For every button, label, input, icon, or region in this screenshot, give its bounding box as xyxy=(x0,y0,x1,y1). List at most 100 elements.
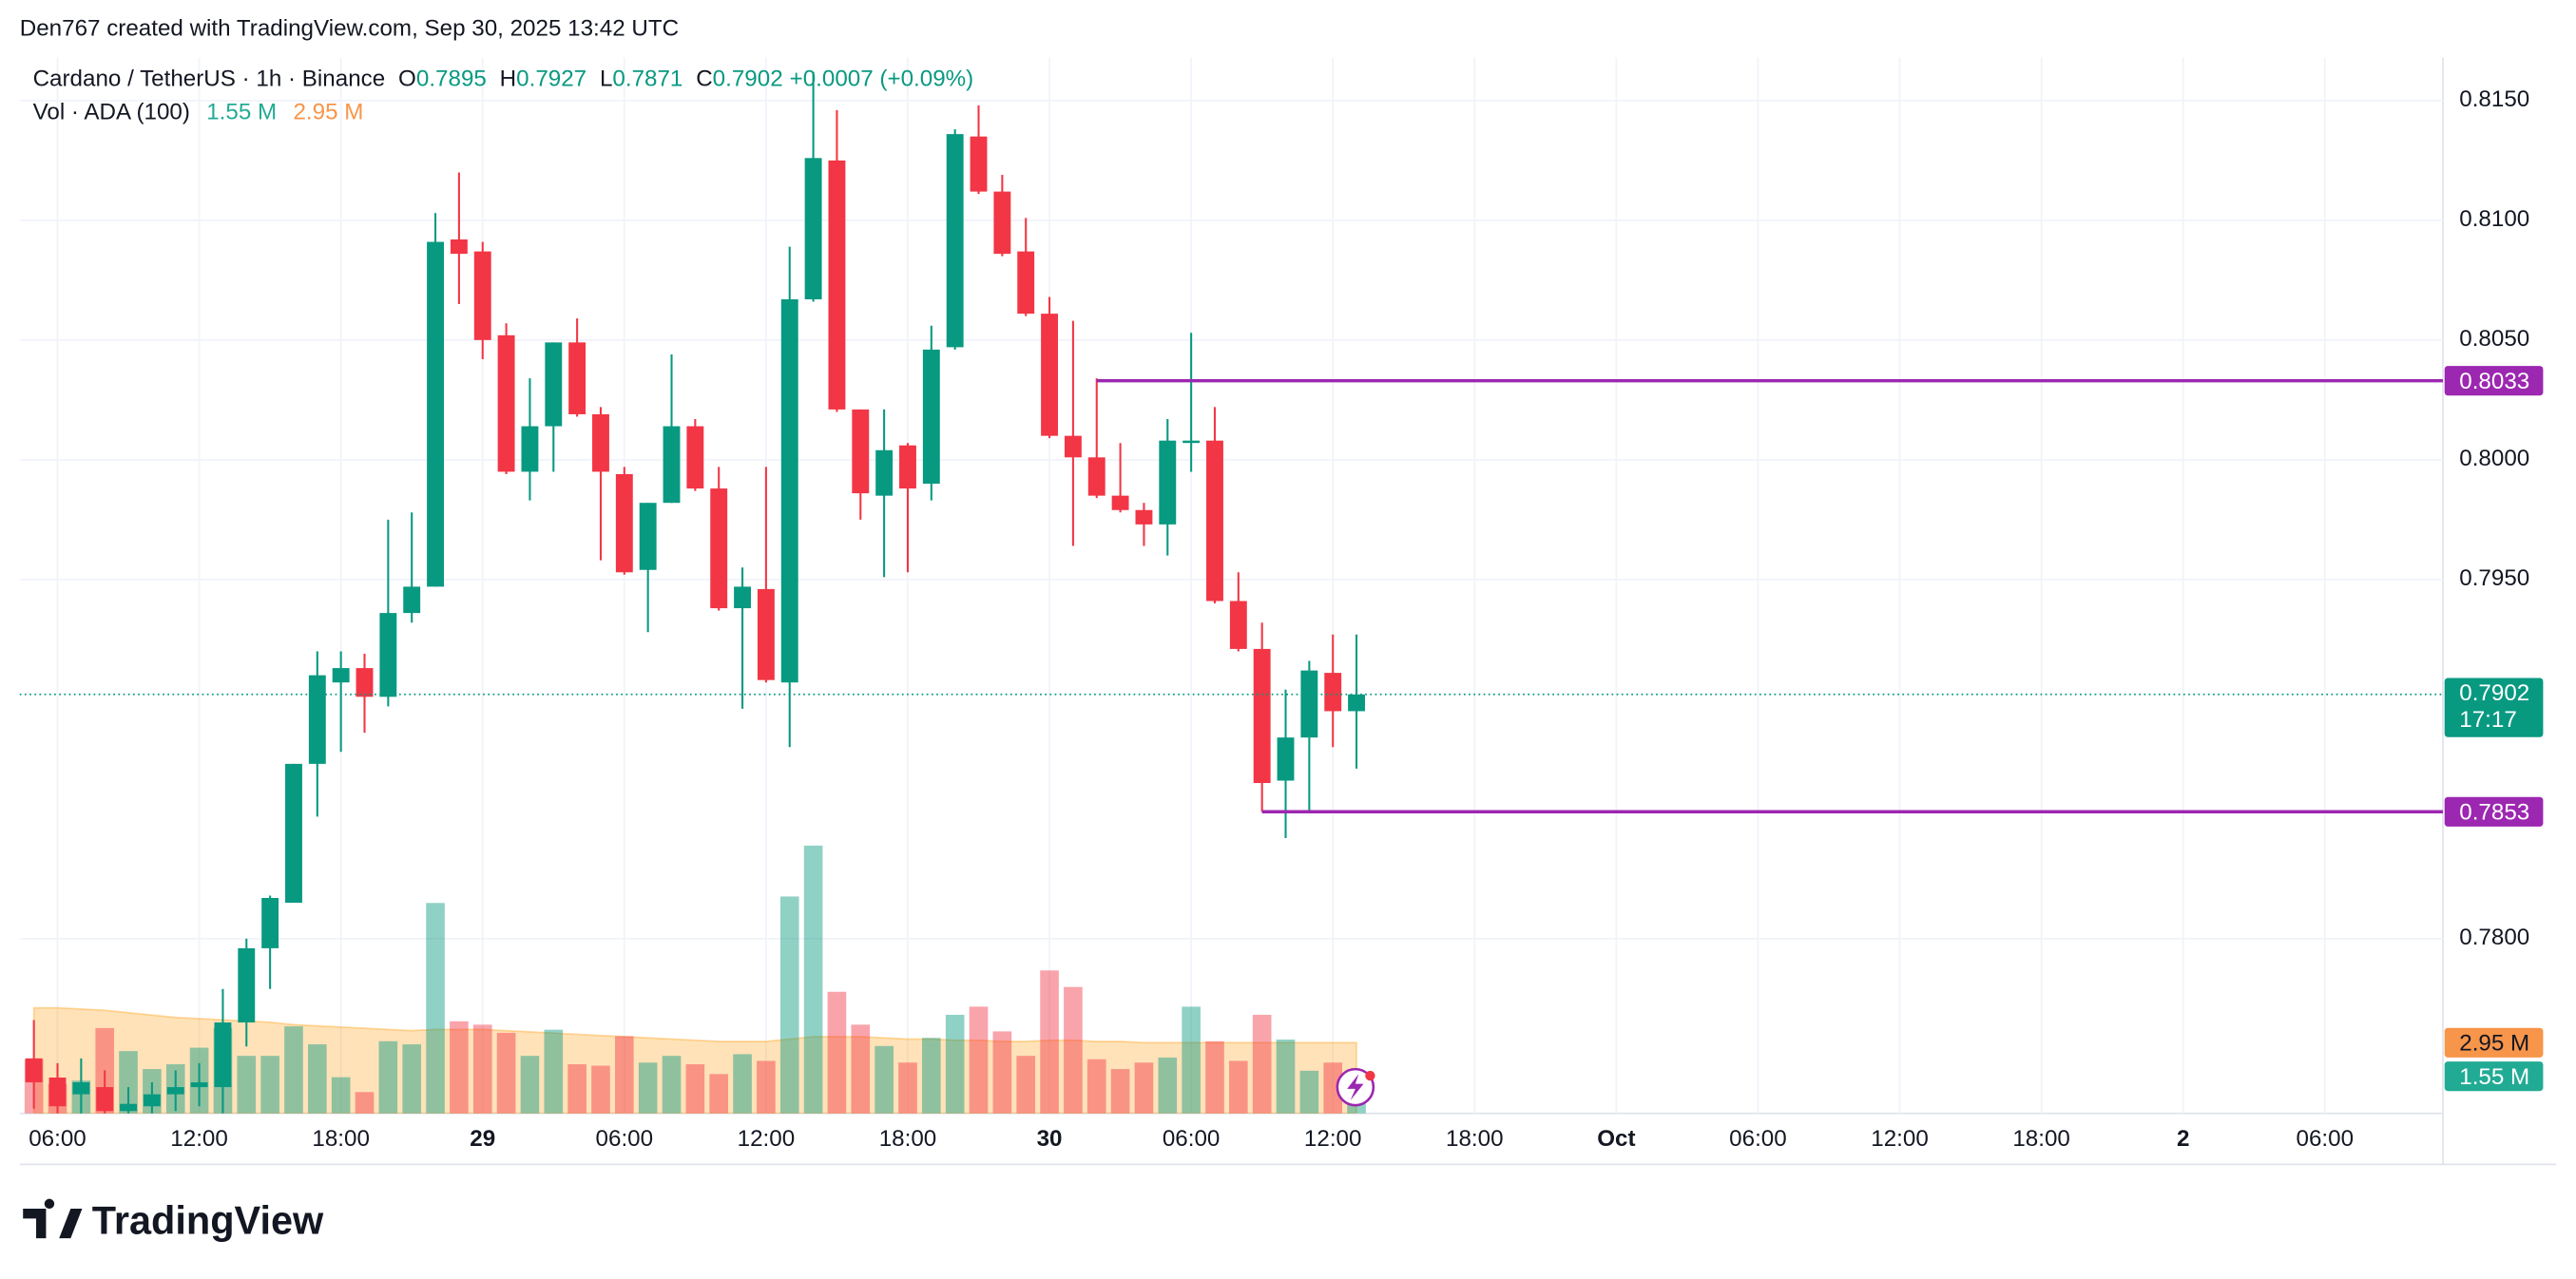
candle-body xyxy=(1087,457,1105,496)
volume-bar xyxy=(1323,1062,1343,1114)
candle-body xyxy=(450,239,468,255)
candle-body xyxy=(96,1087,114,1112)
brand: TradingView xyxy=(92,1198,324,1243)
x-tick-label: 18:00 xyxy=(879,1126,937,1152)
volume-bar xyxy=(733,1054,752,1114)
volume-bar xyxy=(615,1036,634,1114)
candle-body xyxy=(120,1103,137,1112)
x-tick-label: 12:00 xyxy=(170,1126,228,1152)
volume-bar xyxy=(520,1056,540,1114)
candle-body xyxy=(521,426,539,472)
candle-body xyxy=(1064,435,1082,458)
x-tick-label: 18:00 xyxy=(312,1126,370,1152)
volume-bar xyxy=(1134,1062,1154,1114)
candle-body xyxy=(261,897,279,948)
x-tick-label: 2 xyxy=(2177,1126,2189,1152)
volume-bar xyxy=(638,1062,658,1114)
candle-body xyxy=(946,134,964,348)
axes: 0.7800 0.7950 0.8000 0.8050 0.8100 0.8150 06:0… xyxy=(19,86,2544,1152)
candle-body xyxy=(852,409,870,494)
ohlc-value: 0.7927 xyxy=(516,67,586,92)
price-tag-label: 0.7902 xyxy=(2459,680,2529,706)
volume-bar xyxy=(472,1024,492,1114)
candle-body xyxy=(379,613,397,697)
candle-body xyxy=(143,1094,161,1107)
x-tick-label: 18:00 xyxy=(1446,1126,1504,1152)
volume-pane xyxy=(24,845,1366,1114)
volume-bar xyxy=(1158,1057,1178,1114)
volume-bar xyxy=(1205,1040,1224,1114)
candle-body xyxy=(734,586,751,609)
x-tick-label: 12:00 xyxy=(1871,1126,1929,1152)
volume-bar xyxy=(567,1064,586,1114)
price-tag-label: 0.7853 xyxy=(2459,799,2529,825)
ohlc-label: C xyxy=(696,67,712,92)
volume-bar xyxy=(544,1029,564,1114)
logo xyxy=(23,1198,83,1239)
candle-body xyxy=(1229,601,1247,649)
candle-body xyxy=(497,334,515,472)
volume-tag xyxy=(2444,1061,2544,1092)
candle-body xyxy=(686,426,704,489)
volume-bar xyxy=(851,1024,871,1114)
candle-body xyxy=(828,160,846,410)
candle-body xyxy=(639,503,657,570)
volume-bar xyxy=(1299,1070,1319,1114)
candle-body xyxy=(1300,670,1318,738)
volume-bar xyxy=(1252,1014,1272,1114)
candle-body xyxy=(238,947,256,1023)
volume-bar xyxy=(1276,1039,1296,1114)
volume-ma-value: 2.95 M xyxy=(293,100,363,125)
volume-bar xyxy=(1110,1069,1130,1114)
x-tick-label: 12:00 xyxy=(738,1126,796,1152)
volume-bar xyxy=(803,845,823,1114)
candle-body xyxy=(615,473,633,573)
candle-body xyxy=(72,1082,90,1095)
candle-body xyxy=(568,342,586,414)
volume-bar xyxy=(992,1031,1012,1114)
y-tick-label: 0.8050 xyxy=(2459,326,2529,352)
candle-body xyxy=(25,1058,43,1083)
volume-bar xyxy=(355,1092,375,1114)
volume-bar xyxy=(331,1077,351,1114)
x-tick-label: 29 xyxy=(470,1126,495,1152)
volume-bar xyxy=(1064,986,1083,1114)
volume-bar xyxy=(827,991,847,1114)
attribution: Den767 created with TradingView.com, Sep… xyxy=(20,16,679,42)
candle-body xyxy=(757,588,775,680)
candle-body xyxy=(1253,648,1271,784)
x-tick-label: Oct xyxy=(1597,1126,1635,1152)
ohlc-value: 0.7902 xyxy=(713,67,783,92)
volume-bar xyxy=(685,1064,705,1114)
volume-bar xyxy=(875,1045,894,1114)
candle-body xyxy=(592,413,609,472)
candle-body xyxy=(403,586,421,614)
candle-body xyxy=(166,1087,184,1095)
price-tag xyxy=(2444,796,2544,827)
volume-legend: Vol · ADA (100) 1.55 M 2.95 M xyxy=(33,100,364,125)
x-tick-label: 06:00 xyxy=(2296,1126,2354,1152)
x-tick-label: 12:00 xyxy=(1304,1126,1362,1152)
candle-body xyxy=(214,1022,232,1088)
candle-body xyxy=(308,675,326,764)
candle-body xyxy=(1277,737,1295,781)
volume-bar xyxy=(260,1056,279,1114)
candle-body xyxy=(473,251,491,340)
volume-bar xyxy=(709,1074,729,1114)
candle-body xyxy=(1206,440,1223,601)
x-tick-label: 06:00 xyxy=(1729,1126,1787,1152)
price-tag xyxy=(2444,678,2544,737)
y-tick-label: 0.8000 xyxy=(2459,446,2529,471)
volume-bar xyxy=(1086,1059,1106,1114)
candle-body xyxy=(545,342,563,427)
candle-body xyxy=(48,1077,67,1107)
volume-value: 1.55 M xyxy=(206,100,277,125)
x-tick-label: 06:00 xyxy=(596,1126,654,1152)
candle-body xyxy=(1041,314,1059,436)
y-tick-label: 0.8150 xyxy=(2459,86,2529,112)
candle-body xyxy=(1348,694,1366,712)
candle-body xyxy=(427,241,444,587)
volume-bar xyxy=(1182,1006,1201,1114)
